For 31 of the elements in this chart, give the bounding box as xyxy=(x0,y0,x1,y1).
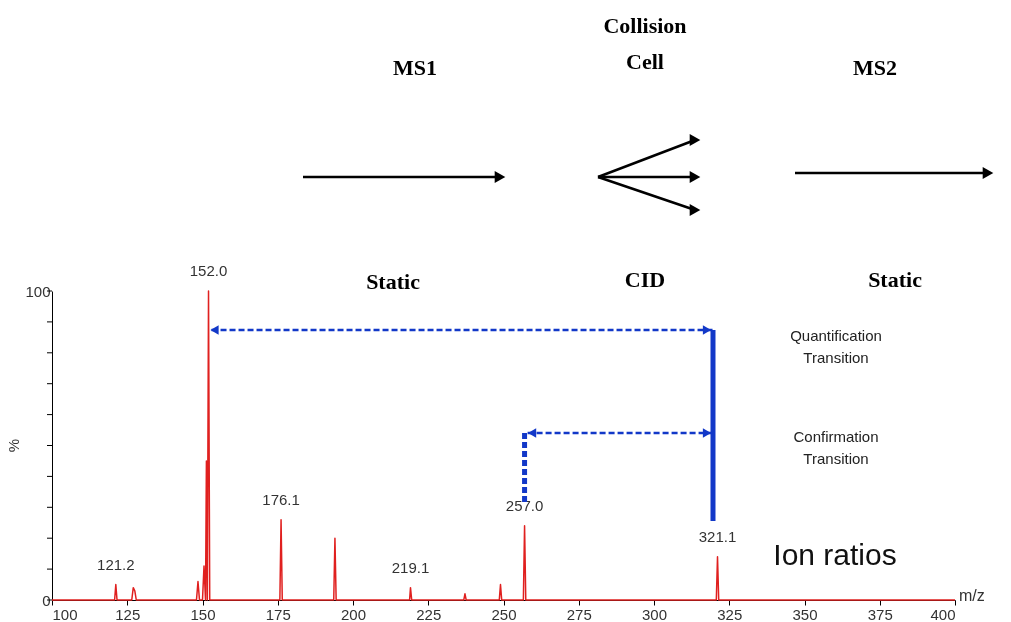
text: MS1 xyxy=(393,55,437,80)
x-tick-label: 175 xyxy=(265,605,291,622)
x-tick-label: 250 xyxy=(491,605,517,622)
x-tick-label: 325 xyxy=(717,605,743,622)
annotation: 219.1 xyxy=(391,558,430,576)
x-tick-label: 150 xyxy=(190,605,216,622)
text: Collision Cell xyxy=(603,13,687,74)
x-tick-label: 400 xyxy=(930,605,956,622)
x-tick-label: 300 xyxy=(641,605,668,622)
y-axis-title: % xyxy=(5,438,22,453)
annotation: 321.1 xyxy=(698,527,737,545)
annotation: 176.1 xyxy=(262,490,300,508)
annotation: Quantification Transition xyxy=(790,327,882,366)
x-tick-label: 100 xyxy=(52,605,78,622)
x-axis-title: m/z xyxy=(959,587,985,604)
x-tick-label: 350 xyxy=(792,605,818,622)
x-tick-label: 275 xyxy=(566,605,592,622)
x-tick-label: 125 xyxy=(115,605,141,622)
annotation: CID xyxy=(624,267,666,292)
annotation: 121.2 xyxy=(97,555,135,573)
text: MS2 xyxy=(853,55,897,80)
x-tick-label: 375 xyxy=(867,605,893,622)
annotation: Ion ratios xyxy=(773,538,897,571)
annotation: Static xyxy=(366,269,421,294)
x-tick-label: 200 xyxy=(340,605,367,622)
annotation: 152.0 xyxy=(189,262,228,279)
annotation: 257.0 xyxy=(505,496,544,514)
x-tick-label: 225 xyxy=(416,605,442,622)
annotation: Static xyxy=(868,267,923,292)
annotation: Confirmation Transition xyxy=(793,428,879,467)
y-tick-label: 0 xyxy=(42,591,51,609)
